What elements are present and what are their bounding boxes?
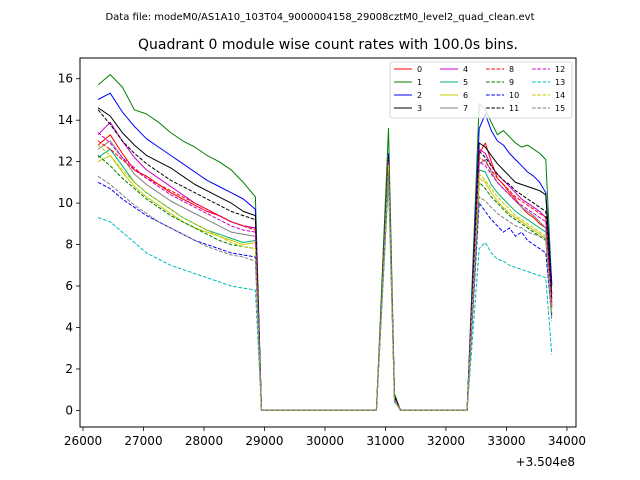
legend-label-10: 10 xyxy=(509,91,519,100)
y-tick-label: 12 xyxy=(58,155,73,169)
legend-label-5: 5 xyxy=(463,78,468,87)
x-tick-label: 34000 xyxy=(548,434,586,448)
legend-label-3: 3 xyxy=(417,104,422,113)
y-tick-label: 14 xyxy=(58,113,73,127)
series-layer xyxy=(97,74,553,411)
y-tick-label: 16 xyxy=(58,72,73,86)
legend-label-8: 8 xyxy=(509,65,514,74)
legend-label-15: 15 xyxy=(555,104,565,113)
legend-box xyxy=(389,61,573,119)
series-line-3 xyxy=(97,107,553,411)
legend-label-14: 14 xyxy=(555,91,565,100)
legend-label-9: 9 xyxy=(509,78,514,87)
ticks-layer: 26000 27000 28000 29000 30000 31000 32000 33000… xyxy=(58,72,586,448)
y-tick-label: 10 xyxy=(58,196,73,210)
x-tick-label: 27000 xyxy=(124,434,162,448)
x-tick-label: 30000 xyxy=(306,434,344,448)
x-tick-label: 28000 xyxy=(185,434,223,448)
y-tick-label: 6 xyxy=(65,279,73,293)
axes-frame xyxy=(79,57,577,428)
series-line-1 xyxy=(97,74,553,411)
chart-suptitle: Data file: modeM0/AS1A10_103T04_90000041… xyxy=(105,12,534,23)
series-line-13 xyxy=(97,181,553,411)
y-tick-label: 8 xyxy=(65,238,73,252)
y-tick-label: 4 xyxy=(65,320,73,334)
x-tick-label: 31000 xyxy=(366,434,404,448)
legend-label-6: 6 xyxy=(463,91,468,100)
legend-label-2: 2 xyxy=(417,91,422,100)
legend-label-0: 0 xyxy=(417,65,422,74)
legend-label-13: 13 xyxy=(555,78,565,87)
legend-label-12: 12 xyxy=(555,65,565,74)
y-tick-label: 2 xyxy=(65,362,73,376)
series-line-14 xyxy=(97,144,553,411)
plot-area xyxy=(80,58,576,427)
chart-title: Quadrant 0 module wise count rates with … xyxy=(138,37,518,53)
x-tick-label: 32000 xyxy=(427,434,465,448)
legend-label-1: 1 xyxy=(417,78,422,87)
legend-label-4: 4 xyxy=(463,65,468,74)
series-line-12 xyxy=(97,132,553,411)
series-line-8 xyxy=(97,140,553,411)
series-line-2 xyxy=(97,92,553,411)
legend-label-11: 11 xyxy=(509,104,519,113)
x-offset-text: +3.504e8 xyxy=(516,455,575,469)
legend-label-7: 7 xyxy=(463,104,468,113)
y-tick-label: 0 xyxy=(65,403,73,417)
x-tick-label: 33000 xyxy=(487,434,525,448)
x-tick-label: 26000 xyxy=(64,434,102,448)
series-line-15 xyxy=(97,173,553,411)
x-tick-label: 29000 xyxy=(245,434,283,448)
series-line-11 xyxy=(97,109,553,411)
